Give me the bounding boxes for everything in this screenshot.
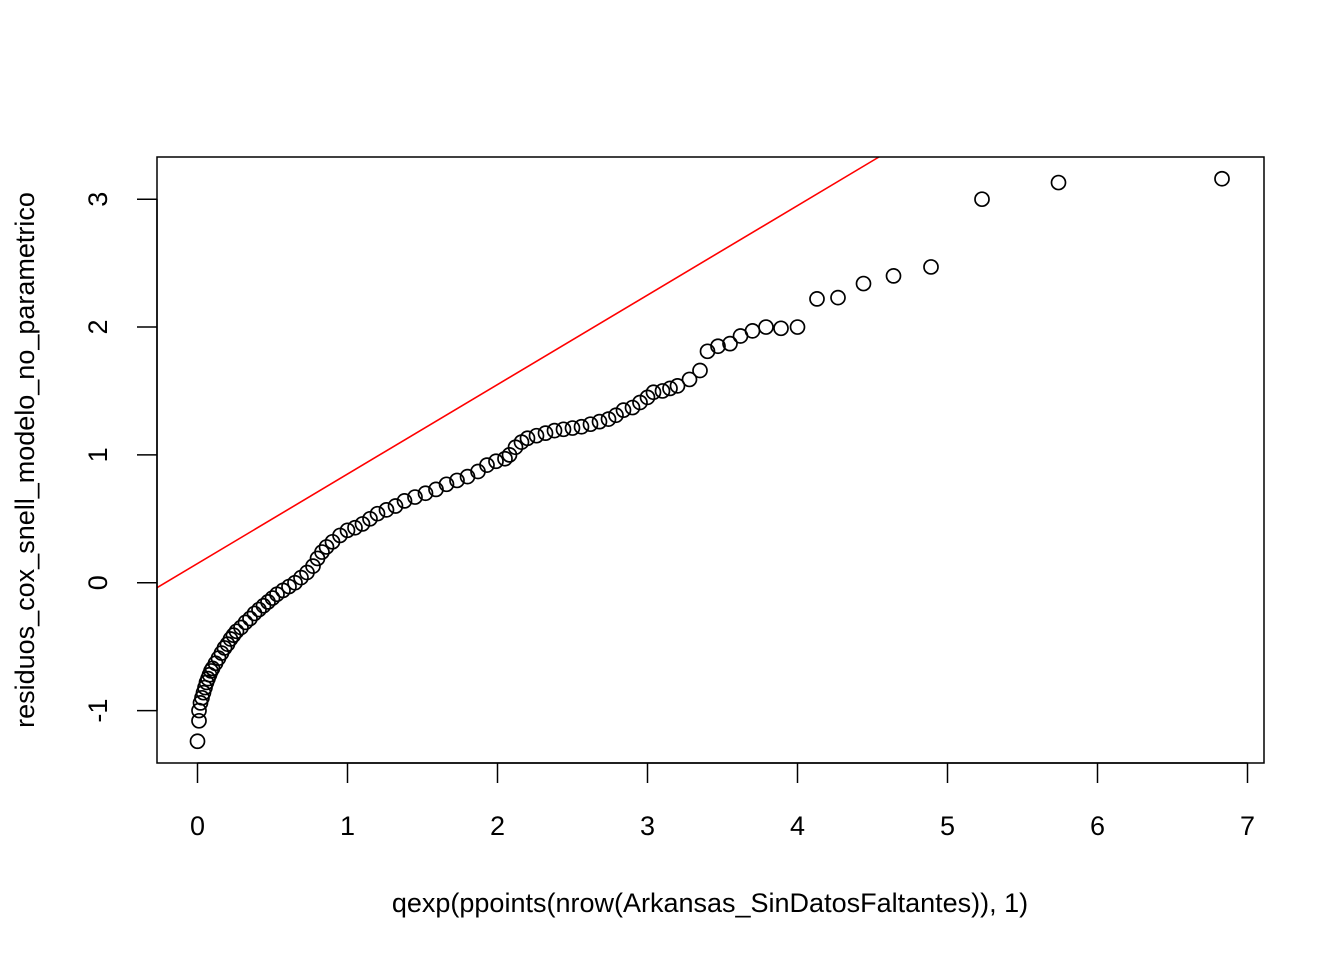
data-point	[438, 476, 455, 493]
data-point	[692, 362, 708, 379]
data-point	[479, 457, 495, 473]
data-point	[449, 472, 465, 489]
data-point	[555, 421, 572, 438]
data-point	[582, 416, 599, 433]
x-tick-label: 4	[790, 811, 805, 841]
data-point	[855, 275, 872, 292]
x-tick-label: 5	[940, 811, 955, 841]
data-point	[519, 430, 536, 447]
y-tick-label: 1	[83, 447, 113, 462]
data-point	[662, 380, 678, 397]
y-axis: -1 0 1 2 3	[83, 192, 158, 723]
data-point	[669, 378, 686, 394]
data-point	[417, 485, 434, 502]
data-point	[974, 191, 990, 208]
data-point	[923, 259, 939, 275]
data-point	[314, 544, 330, 560]
y-tick-label: 2	[83, 320, 113, 335]
data-point	[885, 268, 902, 284]
data-point	[681, 371, 698, 388]
reference-line	[156, 156, 880, 589]
data-point	[210, 650, 227, 667]
data-point	[293, 569, 309, 586]
data-point	[387, 498, 404, 514]
data-point	[255, 597, 272, 614]
data-point	[1050, 174, 1067, 191]
data-point	[246, 605, 263, 622]
data-point	[228, 623, 245, 640]
data-point	[546, 422, 563, 439]
x-tick-label: 0	[190, 811, 205, 841]
x-tick-label: 6	[1090, 811, 1105, 841]
data-point	[407, 489, 423, 505]
data-point	[242, 610, 258, 627]
data-point	[789, 319, 806, 335]
data-point	[615, 402, 632, 418]
data-point	[305, 558, 321, 574]
x-axis: 0 1 2 3 4 5 6 7	[190, 762, 1255, 841]
data-point	[260, 594, 276, 610]
data-point	[722, 335, 738, 352]
y-axis-label: residuos_cox_snell_modelo_no_parametrico	[10, 192, 40, 728]
points-layer	[189, 170, 1230, 750]
data-point	[758, 319, 774, 335]
data-point	[773, 320, 789, 337]
y-tick-label: 3	[83, 192, 113, 207]
data-point	[830, 289, 846, 306]
x-tick-label: 7	[1240, 811, 1255, 841]
data-point	[369, 505, 386, 522]
x-tick-label: 3	[640, 811, 655, 841]
data-point	[645, 384, 662, 401]
data-point	[600, 411, 617, 427]
data-point	[654, 383, 671, 399]
plot-frame	[156, 156, 1265, 764]
data-point	[347, 519, 363, 536]
data-point	[378, 502, 395, 518]
data-point	[573, 418, 590, 435]
data-point	[189, 733, 206, 750]
data-point	[809, 291, 825, 307]
data-point	[528, 427, 545, 444]
y-tick-label: 0	[83, 575, 113, 590]
x-tick-label: 2	[490, 811, 505, 841]
data-point	[710, 338, 726, 355]
data-point	[1214, 170, 1230, 187]
data-point	[237, 614, 254, 631]
data-point	[203, 663, 219, 679]
data-point	[591, 413, 608, 430]
x-tick-label: 1	[340, 811, 355, 841]
data-point	[264, 590, 281, 606]
y-tick-label: -1	[83, 699, 113, 723]
x-axis-label: qexp(ppoints(nrow(Arkansas_SinDatosFalta…	[392, 888, 1028, 918]
data-point	[339, 522, 356, 539]
data-point	[497, 450, 513, 467]
data-point	[233, 619, 249, 636]
data-point	[744, 323, 761, 339]
data-point	[251, 601, 267, 618]
data-point	[488, 453, 504, 470]
data-point	[537, 425, 554, 441]
data-point	[564, 420, 581, 436]
data-point	[396, 493, 413, 509]
data-point	[191, 712, 207, 729]
